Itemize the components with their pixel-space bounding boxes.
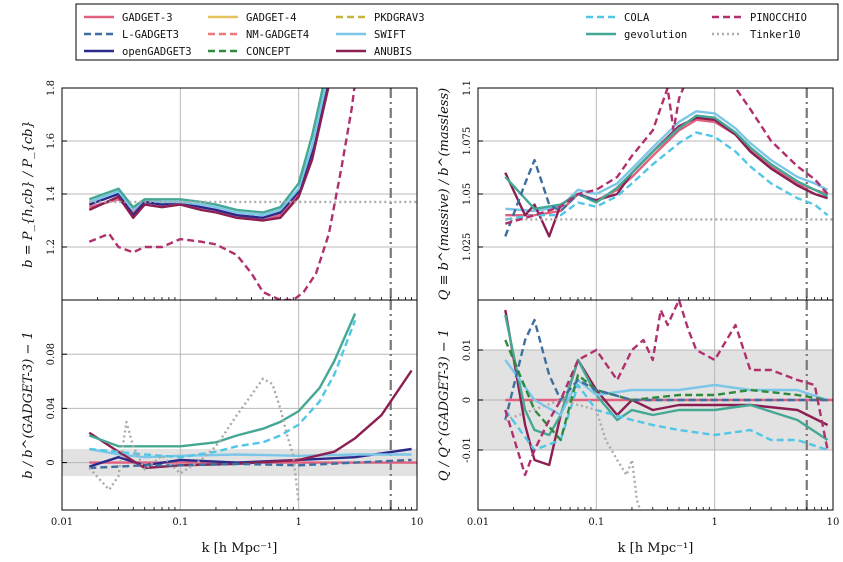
panel-bottom-right: -0.01 0 0.01 0.01 0.1 1 10 Q / Q^(GADGET-3) − 1… [437, 299, 840, 556]
legend-label-anubis: ANUBIS [374, 46, 412, 58]
y-tick-label: 0 [462, 397, 473, 403]
legend-label-gadget-4: GADGET-4 [246, 12, 297, 24]
y-tick-label: 1.05 [462, 183, 473, 205]
y-tick-label: -0.01 [462, 437, 473, 463]
x-tick-label: 10 [411, 517, 424, 528]
y-tick-label: 1.8 [46, 80, 57, 96]
x-tick-label: 0.01 [467, 517, 489, 528]
x-tick-label: 1 [711, 517, 717, 528]
series-line-tinker10 [88, 377, 300, 504]
x-tick-label: 10 [827, 517, 840, 528]
x-axis-title: k [h Mpc⁻¹] [202, 541, 278, 556]
series-line-pinocchio [88, 88, 356, 300]
series-line-cola [505, 131, 829, 221]
plot-panels: 1.21.41.61.8b = P_{h,cb} / P_{cb} 1.0251.… [21, 80, 840, 556]
legend-label-cola: COLA [624, 12, 650, 24]
series-line-l-gadget3 [89, 458, 412, 470]
y-axis-title: b / b^(GADGET-3) − 1 [21, 331, 36, 478]
series-line-gevolution [504, 314, 829, 442]
y-axis-title: b = P_{h,cb} / P_{cb} [21, 120, 36, 267]
series-line-tinker10 [504, 398, 642, 510]
series-line-opengadget3 [88, 447, 412, 468]
x-tick-label: 1 [295, 517, 301, 528]
series-line-gevolution [88, 88, 325, 214]
y-tick-label: 0.08 [46, 343, 57, 365]
legend-label-pkdgrav3: PKDGRAV3 [374, 12, 425, 24]
legend-label-opengadget3: openGADGET3 [122, 46, 192, 58]
series-line-gevolution [504, 114, 829, 211]
series-line-swift [505, 110, 829, 213]
legend-label-l-gadget3: L-GADGET3 [122, 29, 179, 41]
x-tick-label: 0.01 [51, 517, 73, 528]
legend-label-nm-gadget4: NM-GADGET4 [246, 29, 309, 41]
y-tick-label: 1.4 [46, 186, 57, 202]
y-tick-label: 1.2 [46, 239, 57, 255]
series-line-swift [88, 88, 327, 217]
y-tick-label: 1.075 [462, 127, 473, 156]
series-line-anubis [88, 88, 330, 222]
series-line-pinocchio [504, 300, 829, 477]
legend-label-tinker10: Tinker10 [750, 29, 801, 41]
y-tick-label: 0.04 [46, 397, 57, 419]
panel-top-left: 1.2 1.4 1.6 1.8 b = P_{h,cb} / P_{cb} [21, 80, 418, 301]
legend: GADGET-3 L-GADGET3 openGADGET3 GADGET-4 NM-G… [75, 3, 839, 61]
y-axis-title: Q / Q^(GADGET-3) − 1 [437, 329, 452, 481]
y-axis-title: Q ≡ b^(massive) / b^(massless) [437, 88, 452, 300]
series-line-cola [89, 319, 357, 459]
y-tick-label: 1.1 [462, 80, 473, 96]
series-line-gevolution [88, 313, 357, 448]
legend-label-swift: SWIFT [374, 29, 406, 41]
y-tick-label: 1.6 [46, 133, 57, 149]
legend-label-pinocchio: PINOCCHIO [750, 12, 807, 24]
axes-frame [61, 299, 418, 511]
series-line-swift [504, 359, 828, 417]
series-line-concept [504, 339, 828, 442]
axes-frame [477, 299, 834, 511]
x-axis-title: k [h Mpc⁻¹] [618, 541, 694, 556]
legend-label-gadget-3: GADGET-3 [122, 12, 173, 24]
panel-bottom-left: 0 0.04 0.08 0.01 0.1 1 10 b / b^(GADGET-3) − 1 k… [21, 299, 424, 556]
y-tick-label: 1.025 [462, 233, 473, 262]
legend-label-gevolution: gevolution [624, 29, 687, 41]
series-line-opengadget3 [88, 88, 328, 220]
legend-label-concept: CONCEPT [246, 46, 291, 58]
y-tick-label: 0.01 [462, 339, 473, 361]
x-tick-label: 0.1 [588, 517, 604, 528]
legend-frame [75, 3, 839, 61]
y-tick-label: 0 [46, 459, 57, 465]
series-line-l-gadget3 [504, 158, 597, 237]
series-line-pinocchio [504, 88, 829, 225]
series-line-l-gadget3 [504, 318, 828, 421]
series-line-anubis [88, 369, 413, 470]
x-tick-label: 0.1 [172, 517, 188, 528]
panel-top-right: 1.025 1.05 1.075 1.1 Q ≡ b^(massive) / b^(ma… [437, 80, 834, 301]
